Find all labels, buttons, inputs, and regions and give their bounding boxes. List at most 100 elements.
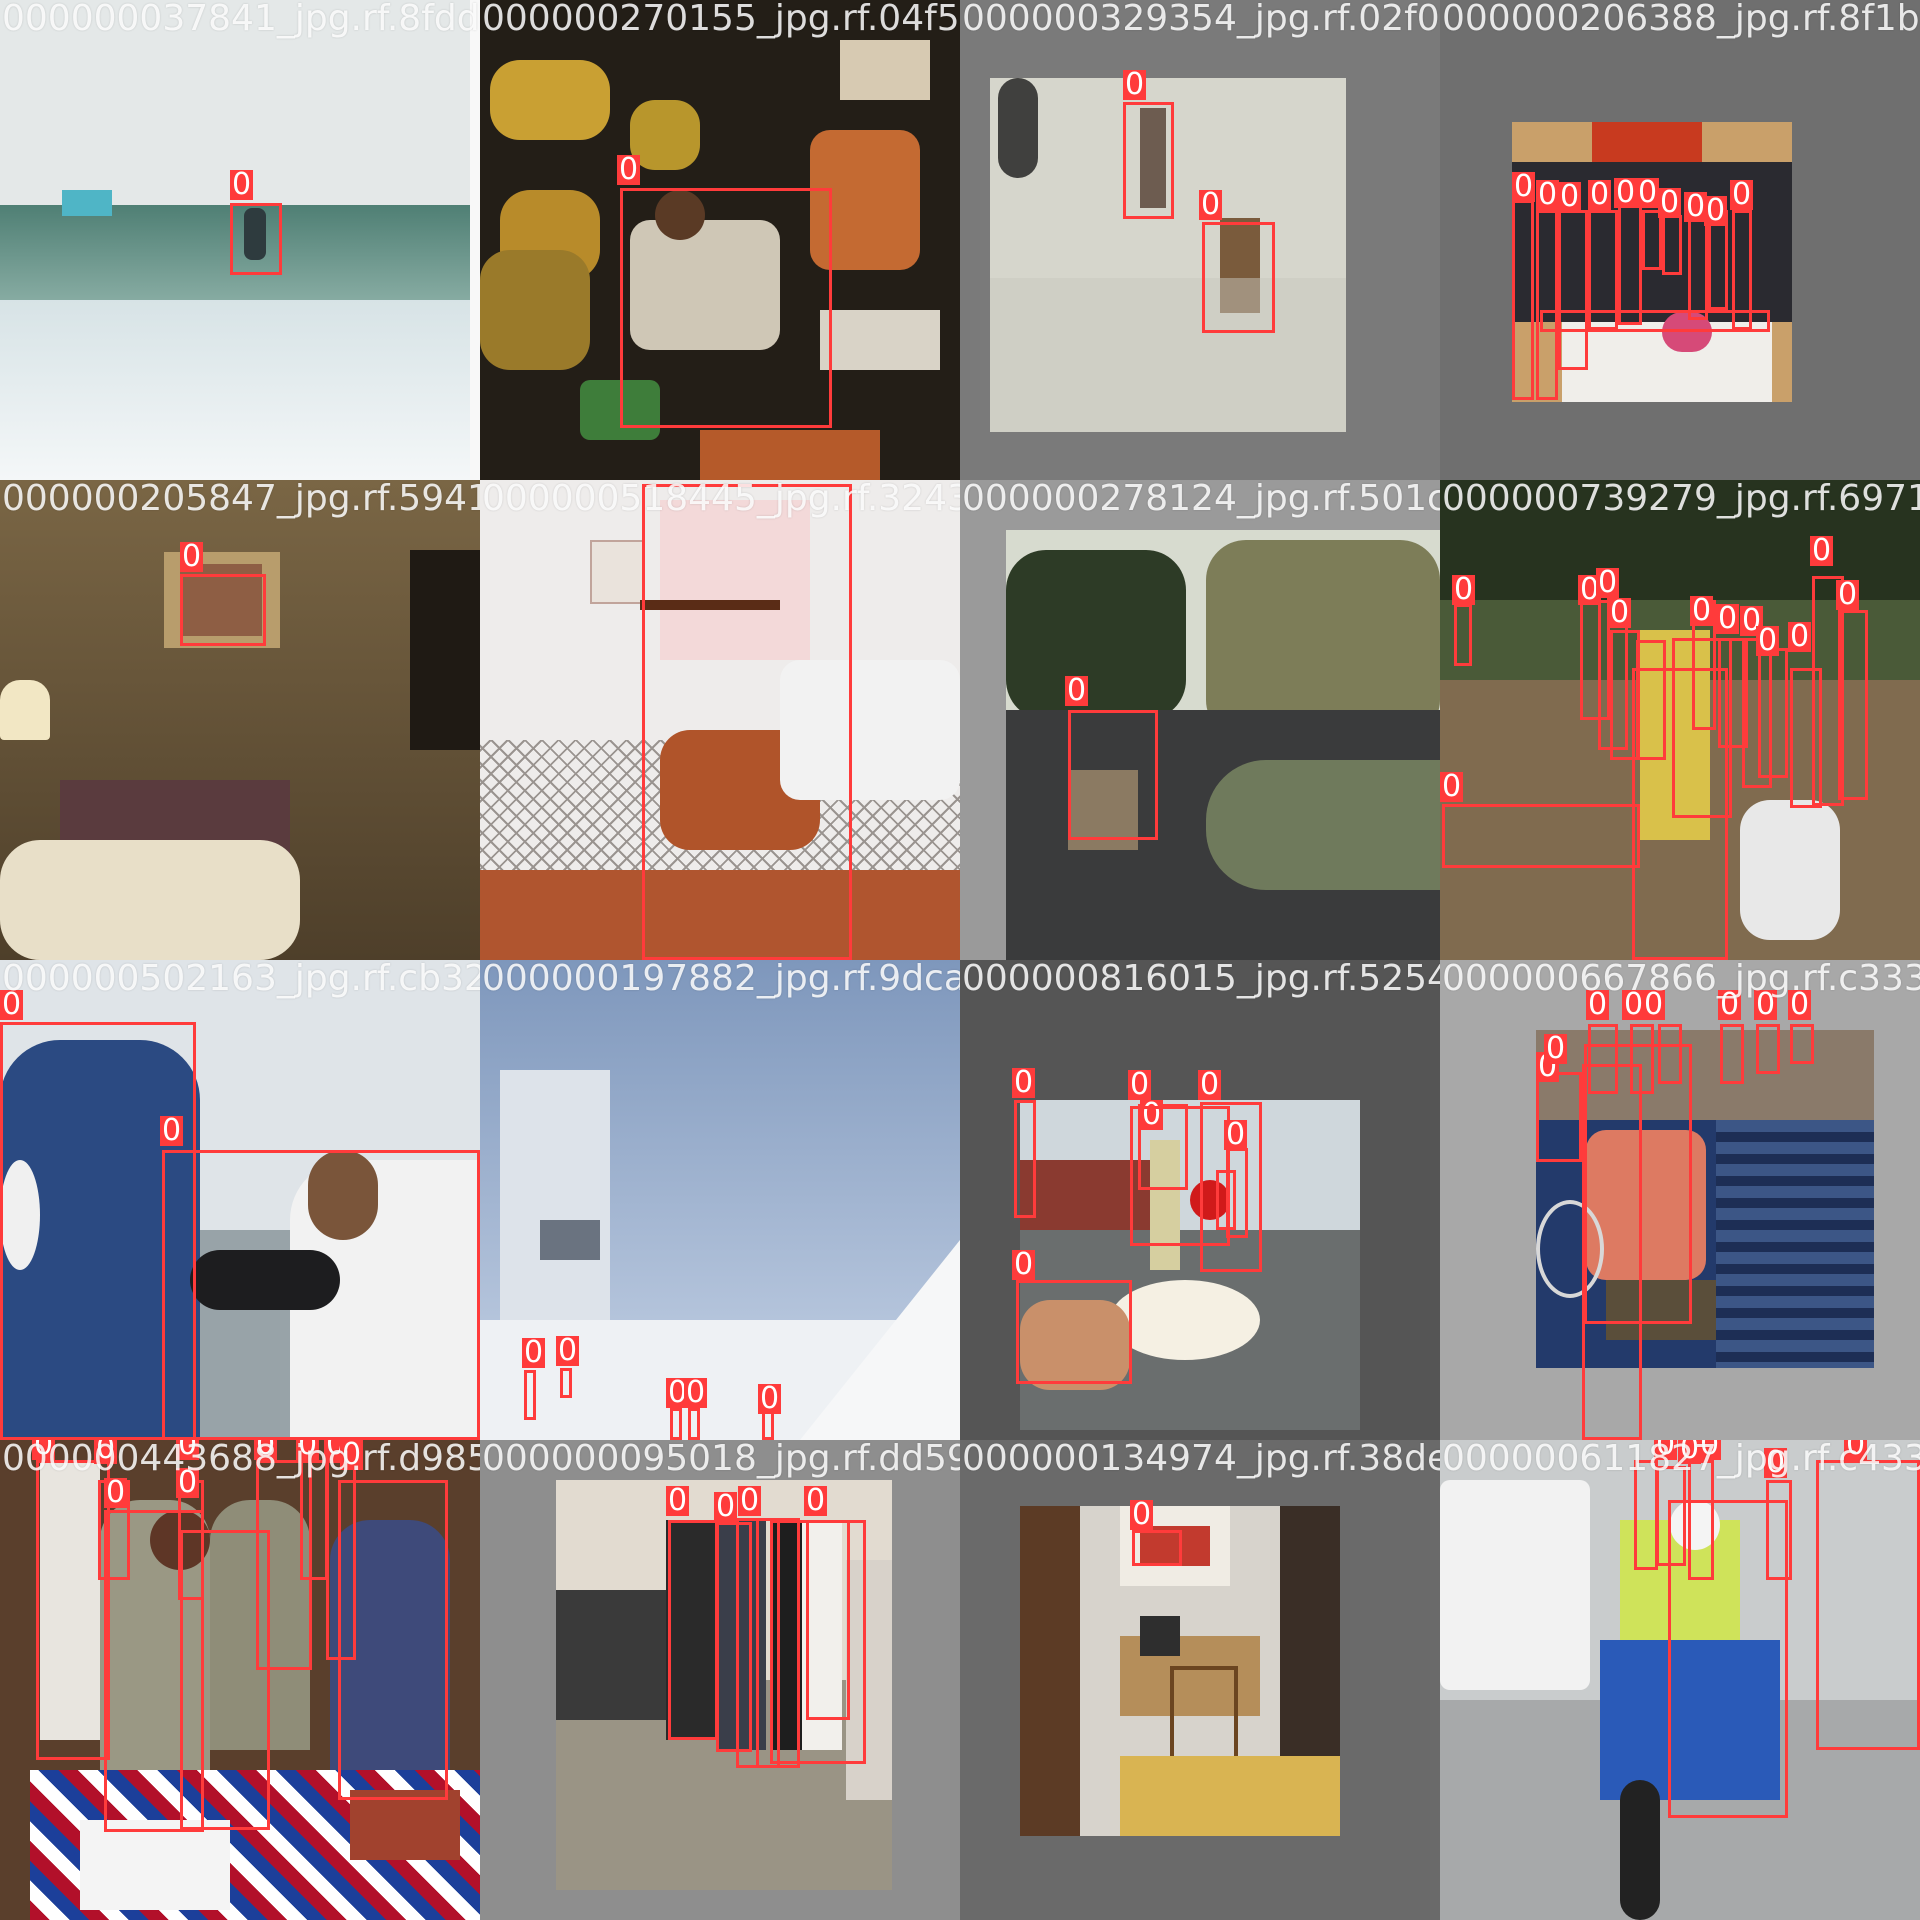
bbox: [1588, 1024, 1618, 1094]
class-label: 0: [1536, 177, 1560, 212]
class-label: 0: [1012, 1247, 1036, 1282]
class-label: 0: [1718, 987, 1742, 1022]
bbox: [1014, 1100, 1036, 1218]
bbox: [1658, 1024, 1682, 1084]
bbox: [1812, 576, 1844, 806]
tile-filename: 000000037841_jpg.rf.8fdd48: [2, 0, 480, 39]
bbox: [1216, 1170, 1236, 1230]
bbox: [560, 1368, 572, 1398]
bbox: [1618, 205, 1642, 325]
bbox: [1536, 1072, 1582, 1162]
bbox: [1582, 1064, 1642, 1440]
class-label: 0: [160, 1113, 184, 1148]
bbox: [1442, 804, 1640, 868]
bbox: [1558, 210, 1588, 370]
class-label: 0: [176, 1440, 200, 1460]
class-label: 0: [32, 1440, 56, 1460]
class-label: 0: [1199, 187, 1223, 222]
class-label: 0: [1596, 565, 1620, 600]
class-label: 0: [714, 1489, 738, 1524]
bbox: [1588, 210, 1618, 330]
scene-longboard: [1006, 530, 1440, 960]
mosaic-tile-9: 0 0 000000502163_jpg.rf.cb3257: [0, 960, 480, 1440]
bbox: [1454, 604, 1472, 666]
bbox: [338, 1480, 448, 1800]
scene-frisbee: [0, 960, 480, 1440]
bbox: [162, 1150, 480, 1440]
class-label: 0: [180, 539, 204, 574]
bbox: [1790, 1024, 1814, 1064]
tile-filename: 000000329354_jpg.rf.02f0f1: [962, 0, 1440, 39]
scene-market: [480, 0, 960, 480]
scene-picnic: [1020, 1100, 1360, 1430]
bbox: [1766, 1480, 1792, 1580]
mosaic-tile-1: 0 000000037841_jpg.rf.8fdd48: [0, 0, 480, 480]
class-label: 0: [94, 1440, 118, 1464]
class-label: 0: [340, 1440, 364, 1472]
tile-filename: 000000197882_jpg.rf.9dca9f: [482, 960, 960, 999]
tile-filename: 000000816015_jpg.rf.5254c0: [962, 960, 1440, 999]
class-label: 0: [1690, 593, 1714, 628]
bbox: [688, 1408, 700, 1440]
class-label: 0: [1588, 177, 1612, 212]
class-label: 0: [522, 1335, 546, 1370]
scene-cake: [0, 1440, 480, 1920]
bbox: [1656, 1466, 1686, 1566]
mosaic-tile-3: 0 0 000000329354_jpg.rf.02f0f1: [960, 0, 1440, 480]
class-label: 0: [176, 1465, 200, 1500]
mosaic-tile-10: 0 0 0 0 0 000000197882_jpg.rf.9dca9f: [480, 960, 960, 1440]
bbox: [1584, 1044, 1692, 1324]
class-label: 0: [1642, 987, 1666, 1022]
class-label: 0: [684, 1375, 708, 1410]
class-label: 0: [296, 1440, 320, 1460]
scene-desk: [1020, 1506, 1340, 1836]
class-label: 0: [1658, 185, 1682, 220]
tile-filename: 000000278124_jpg.rf.501c8d: [962, 480, 1440, 519]
class-label: 0: [1452, 572, 1476, 607]
tile-filename: 000000134974_jpg.rf.38de5f: [962, 1440, 1440, 1479]
class-label: 0: [1764, 1445, 1788, 1480]
mosaic-tile-11: 0 0 0 0 0 0 000000816015_jpg.rf.5254c0: [960, 960, 1440, 1440]
tile-filename: 000000205847_jpg.rf.5941be: [2, 480, 480, 519]
tile-filename: 000000502163_jpg.rf.cb3257: [2, 960, 480, 999]
class-label: 0: [1730, 177, 1754, 212]
bbox: [1636, 640, 1666, 760]
bbox: [756, 1518, 800, 1768]
class-label: 0: [1678, 1440, 1702, 1464]
class-label: 0: [104, 1475, 128, 1510]
class-label: 0: [230, 167, 254, 202]
tile-filename: 000000739279_jpg.rf.69717: [1442, 480, 1920, 519]
class-label: 0: [1636, 175, 1660, 210]
bbox: [0, 1022, 196, 1440]
class-label: 0: [1788, 619, 1812, 654]
bbox: [770, 1520, 866, 1764]
bbox: [642, 484, 852, 960]
class-label: 0: [1698, 1440, 1722, 1460]
bbox: [1672, 638, 1732, 818]
mosaic-tile-7: 0 000000278124_jpg.rf.501c8d: [960, 480, 1440, 960]
bbox: [1630, 1024, 1654, 1094]
class-label: 0: [1578, 572, 1602, 607]
class-label: 0: [0, 987, 24, 1022]
bbox: [1688, 1460, 1714, 1580]
tile-filename: 000000667866_jpg.rf.c333e: [1442, 960, 1920, 999]
class-label: 0: [1704, 193, 1728, 228]
bbox: [1758, 648, 1788, 778]
mosaic-tile-12: 0 0 0 0 0 0 0 0 000000667866_jpg.rf.c333…: [1440, 960, 1920, 1440]
mosaic-tile-2: 0 000000270155_jpg.rf.04f511: [480, 0, 960, 480]
bbox: [1718, 638, 1748, 748]
class-label: 0: [1544, 1031, 1568, 1066]
bbox: [1668, 1500, 1788, 1818]
bbox: [1816, 1460, 1920, 1750]
bbox: [1512, 200, 1534, 400]
mosaic-tile-5: 0 000000205847_jpg.rf.5941be: [0, 480, 480, 960]
class-label: 0: [1622, 987, 1646, 1022]
bbox: [1732, 210, 1752, 330]
class-label: 0: [1684, 189, 1708, 224]
bbox: [1688, 210, 1708, 320]
class-label: 0: [1198, 1067, 1222, 1102]
class-label: 0: [1756, 623, 1780, 658]
class-label: 0: [1754, 987, 1778, 1022]
bbox: [1838, 610, 1868, 800]
